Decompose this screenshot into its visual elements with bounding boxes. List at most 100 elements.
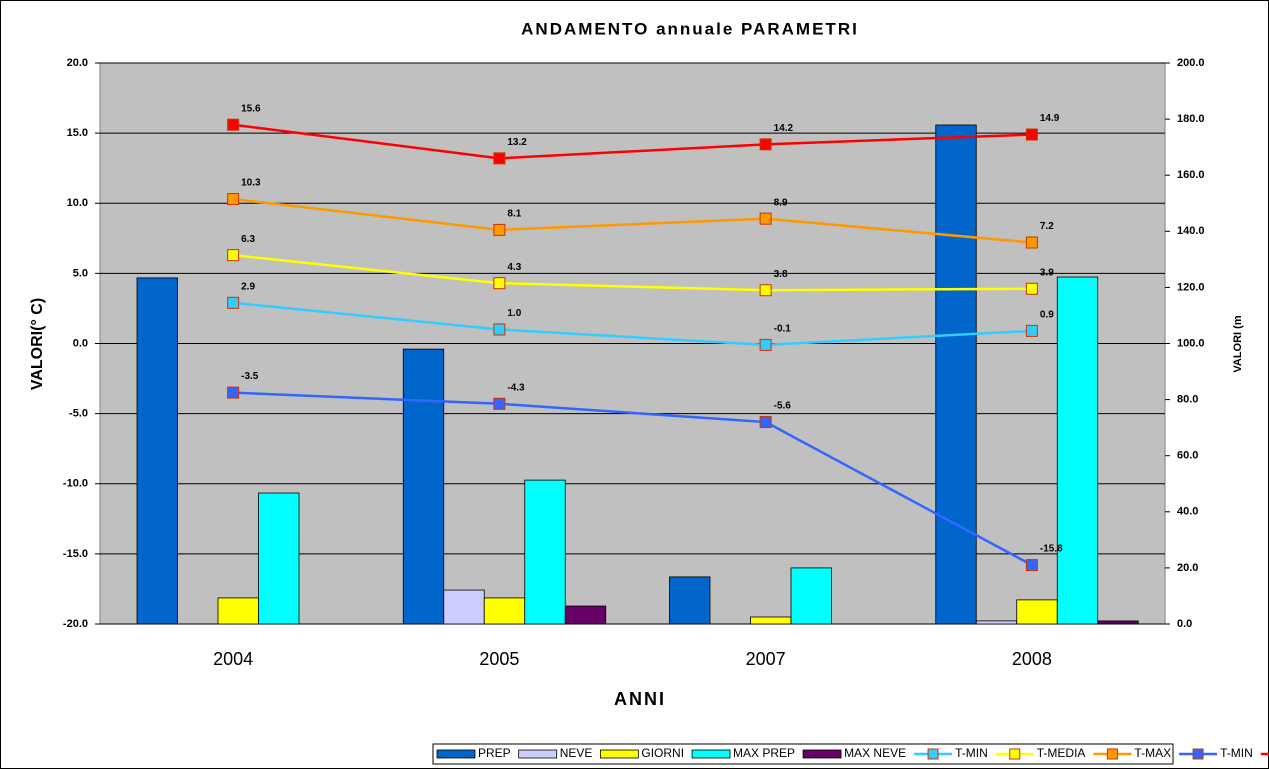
- data-label: 0.9: [1040, 310, 1054, 321]
- bar: [258, 492, 300, 625]
- y-tick-label: 20.0: [67, 57, 88, 69]
- bar: [669, 576, 711, 625]
- x-tick-label: 2005: [479, 649, 519, 669]
- marker: [759, 338, 772, 351]
- legend-label: T-MEDIA: [1037, 746, 1086, 760]
- line: [232, 253, 1032, 292]
- line: [232, 123, 1032, 160]
- marker: [1025, 324, 1038, 337]
- data-label: 4.3: [507, 262, 521, 273]
- legend-marker: [1192, 748, 1204, 760]
- data-label: 14.9: [1040, 113, 1060, 124]
- y-tick-label: 15.0: [67, 127, 88, 139]
- bar: [217, 597, 259, 625]
- bar: [402, 348, 445, 625]
- bar: [935, 124, 977, 625]
- legend-swatch: [599, 749, 639, 759]
- y-tick-label: -20.0: [63, 618, 88, 630]
- legend-label: NEVE: [560, 746, 593, 760]
- data-label: 7.2: [1040, 221, 1054, 232]
- marker: [1025, 128, 1038, 141]
- bar: [443, 589, 485, 625]
- legend-label: MAX PREP: [733, 746, 795, 760]
- marker: [759, 138, 772, 151]
- legend-marker: [927, 748, 939, 760]
- data-label: 15.6: [241, 103, 261, 114]
- y-tick-label: 10.0: [67, 197, 88, 209]
- bar: [564, 605, 607, 625]
- bar: [975, 620, 1018, 625]
- legend-label: GIORNI: [641, 746, 684, 760]
- legend-label: T-MIN: [955, 746, 988, 760]
- marker: [227, 193, 240, 206]
- legend-swatch: [518, 749, 558, 759]
- legend-label: MAX NEVE: [844, 746, 906, 760]
- y2-tick-label: 160.0: [1177, 169, 1205, 181]
- data-label: 1.0: [507, 308, 521, 319]
- y2-tick-label: 20.0: [1177, 562, 1198, 574]
- y-tick-label: 5.0: [73, 267, 88, 279]
- line: [232, 197, 1032, 244]
- data-label: 8.1: [507, 209, 521, 220]
- y2-tick-label: 60.0: [1177, 450, 1198, 462]
- data-label: 8.9: [774, 197, 788, 208]
- x-axis-title: ANNI: [614, 689, 666, 709]
- marker: [1025, 282, 1038, 295]
- marker: [759, 416, 772, 429]
- line: [233, 301, 1032, 347]
- marker: [227, 118, 240, 131]
- marker: [493, 397, 506, 410]
- legend-label: PREP: [478, 746, 511, 760]
- marker: [493, 223, 506, 236]
- bar: [524, 479, 566, 625]
- y2-tick-label: 140.0: [1177, 225, 1205, 237]
- legend-marker: [1106, 748, 1118, 760]
- y2-tick-label: 100.0: [1177, 337, 1205, 349]
- legend-label: T-MIN: [1220, 746, 1253, 760]
- bar: [483, 597, 526, 625]
- y-tick-label: -15.0: [63, 548, 88, 560]
- data-label: 14.2: [774, 123, 794, 134]
- data-label: 3.8: [774, 269, 788, 280]
- marker: [1025, 236, 1038, 249]
- y2-tick-label: 0.0: [1177, 618, 1192, 630]
- y2-tick-label: 180.0: [1177, 113, 1205, 125]
- y2-tick-label: 40.0: [1177, 506, 1198, 518]
- marker: [1025, 559, 1038, 572]
- x-tick-label: 2007: [746, 649, 786, 669]
- data-label: -0.1: [774, 324, 792, 335]
- y2-axis-title: VALORI (m: [1232, 315, 1244, 372]
- data-label: -4.3: [507, 382, 525, 393]
- bar: [1097, 620, 1139, 625]
- bar: [136, 277, 178, 625]
- legend-marker: [1009, 748, 1021, 760]
- y-axis-title: VALORI(° C): [29, 298, 46, 390]
- marker: [227, 386, 240, 399]
- marker: [759, 212, 772, 225]
- data-label: -5.6: [774, 401, 792, 412]
- bar: [790, 567, 832, 625]
- x-tick-label: 2008: [1012, 649, 1052, 669]
- legend-label: T-MAX: [1134, 746, 1171, 760]
- chart-title: ANDAMENTO annuale PARAMETRI: [521, 19, 859, 38]
- y-tick-label: -5.0: [69, 408, 88, 420]
- data-label: -15.8: [1040, 544, 1063, 555]
- marker: [227, 296, 240, 309]
- y2-tick-label: 200.0: [1177, 57, 1205, 69]
- data-label: 6.3: [241, 234, 255, 245]
- data-label: 2.9: [241, 281, 255, 292]
- marker: [493, 277, 506, 290]
- bar: [1016, 599, 1058, 625]
- y2-tick-label: 120.0: [1177, 281, 1205, 293]
- y2-tick-label: 80.0: [1177, 394, 1198, 406]
- marker: [227, 249, 240, 262]
- marker: [493, 323, 506, 336]
- bar: [750, 616, 792, 625]
- x-tick-label: 2004: [213, 649, 253, 669]
- data-label: 13.2: [507, 137, 527, 148]
- bar: [1056, 276, 1099, 625]
- data-label: 10.3: [241, 178, 261, 189]
- marker: [759, 284, 772, 297]
- data-label: 3.9: [1040, 267, 1054, 278]
